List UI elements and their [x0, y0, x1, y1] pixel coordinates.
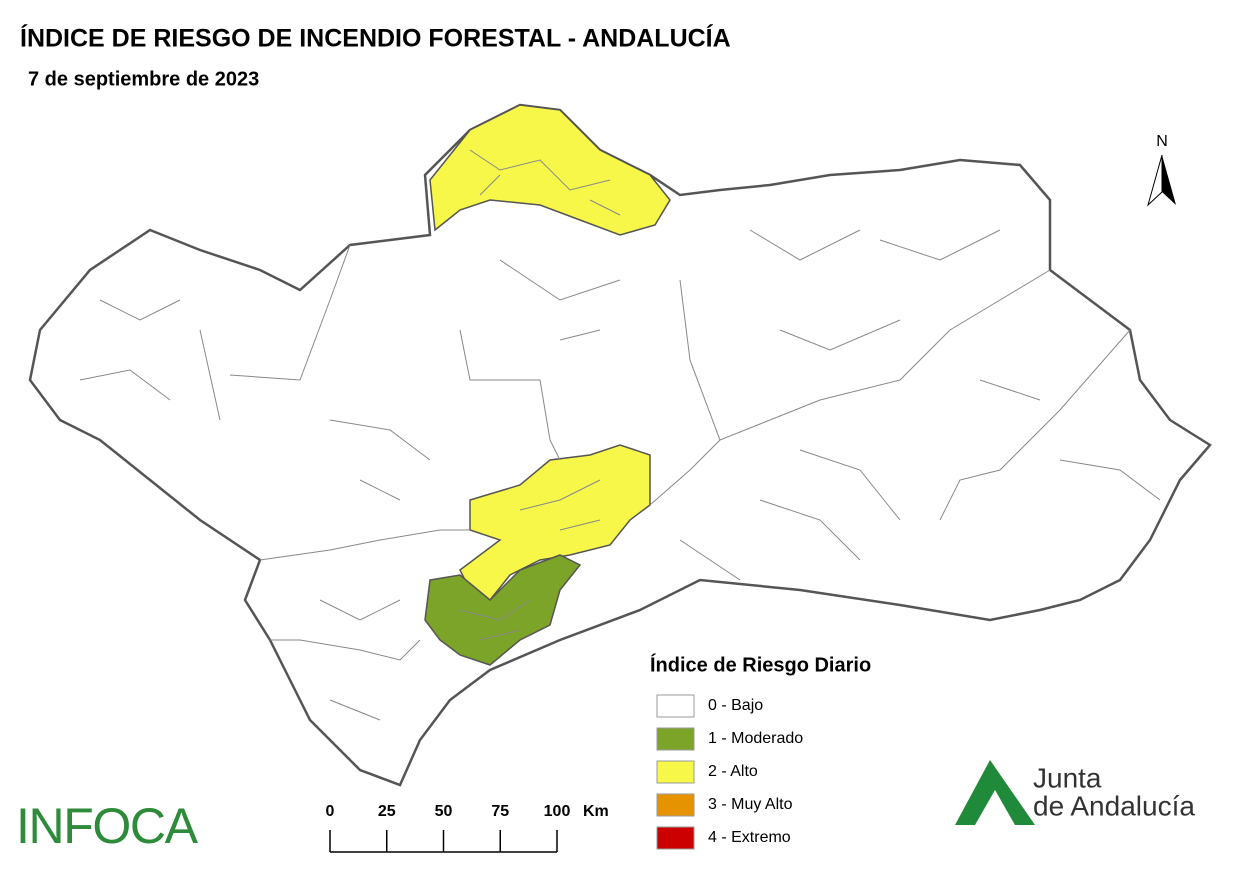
- north-arrow-right: [1162, 155, 1176, 205]
- scale-bar: 0 25 50 75 100 Km: [326, 803, 609, 853]
- legend-swatch: [656, 760, 695, 784]
- north-label: N: [1156, 133, 1168, 150]
- legend-swatch: [656, 826, 695, 850]
- legend-swatch: [656, 793, 695, 817]
- legend-label: 0 - Bajo: [708, 697, 763, 714]
- scale-label: 100: [544, 803, 571, 820]
- legend-label: 4 - Extremo: [708, 829, 791, 846]
- map: [28, 103, 1212, 787]
- legend-swatch: [656, 727, 695, 751]
- legend-label: 3 - Muy Alto: [708, 796, 793, 813]
- scale-label: 75: [491, 803, 509, 820]
- zone-moderado: [424, 554, 582, 666]
- date: 7 de septiembre de 2023: [28, 68, 259, 90]
- north-arrow-left: [1147, 154, 1163, 207]
- zone-internal-borders: [459, 149, 621, 641]
- scale-label: 50: [435, 803, 453, 820]
- junta-logo: Junta de Andalucía: [955, 760, 1195, 825]
- infoca-logo: INFOCA: [16, 798, 199, 854]
- legend-title: Índice de Riesgo Diario: [650, 653, 871, 676]
- legend-label: 2 - Alto: [708, 763, 758, 780]
- legend: 0 - Bajo 1 - Moderado 2 - Alto 3 - Muy Alto…: [656, 694, 803, 850]
- junta-logo-mark: [955, 760, 1035, 825]
- north-arrow: N: [1147, 133, 1176, 207]
- junta-line1: Junta: [1033, 762, 1102, 793]
- scale-label: 0: [326, 803, 335, 820]
- zone-alto-south: [459, 444, 651, 601]
- junta-line2: de Andalucía: [1033, 790, 1195, 821]
- legend-label: 1 - Moderado: [708, 730, 803, 747]
- scale-label: 25: [378, 803, 396, 820]
- municipality-borders: [79, 229, 1161, 721]
- legend-swatch: [656, 694, 695, 718]
- province-border: [229, 244, 1131, 661]
- scale-unit: Km: [583, 803, 609, 820]
- title: ÍNDICE DE RIESGO DE INCENDIO FORESTAL - …: [20, 24, 731, 53]
